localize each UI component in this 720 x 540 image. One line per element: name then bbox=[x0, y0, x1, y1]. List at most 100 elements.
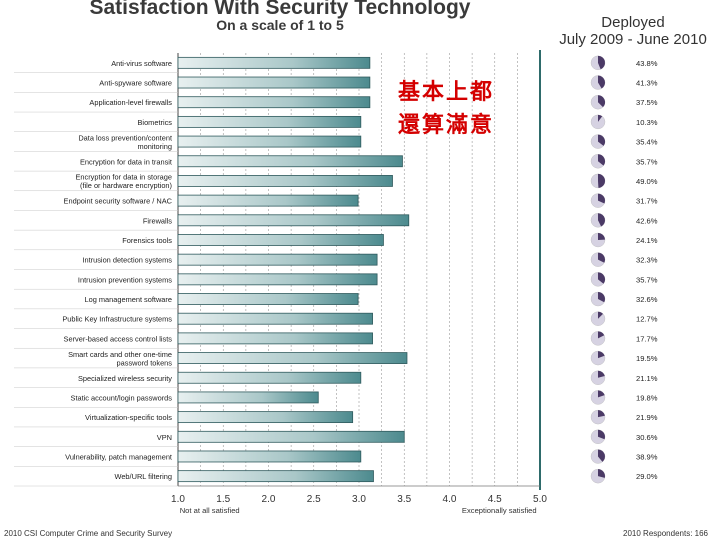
x-label-low: Not at all satisfied bbox=[180, 506, 240, 515]
bar bbox=[177, 96, 371, 109]
pie-slice bbox=[598, 292, 605, 303]
x-label-high: Exceptionally satisfied bbox=[462, 506, 537, 515]
deployed-percentage: 10.3% bbox=[636, 118, 658, 127]
deployed-header-line2: July 2009 - June 2010 bbox=[559, 31, 707, 48]
category-label: Web/URL filtering bbox=[114, 472, 172, 481]
deployed-percentage: 12.7% bbox=[636, 315, 658, 324]
deployed-percentage: 24.1% bbox=[636, 236, 658, 245]
pie-slice bbox=[598, 154, 606, 166]
x-tick-label: 5.0 bbox=[533, 494, 547, 505]
bar bbox=[177, 76, 371, 89]
category-label: Anti-virus software bbox=[111, 59, 172, 68]
pie-slice bbox=[598, 213, 606, 227]
deployed-percentage: 38.9% bbox=[636, 452, 658, 461]
deployed-percentage: 37.5% bbox=[636, 98, 658, 107]
category-label: Smart cards and other one-time password t… bbox=[68, 350, 172, 368]
pie-slice bbox=[598, 75, 606, 89]
pie-slice bbox=[598, 272, 606, 284]
deployed-percentage: 19.5% bbox=[636, 354, 658, 363]
deployed-percentage: 41.3% bbox=[636, 79, 658, 88]
category-label: Static account/login passwords bbox=[71, 393, 173, 402]
x-tick-label: 4.5 bbox=[488, 494, 502, 505]
bar bbox=[177, 175, 393, 187]
bar bbox=[177, 155, 403, 168]
annotation-line2: 還算滿意 bbox=[398, 112, 495, 138]
deployed-percentage: 35.4% bbox=[636, 138, 658, 147]
bar bbox=[177, 194, 359, 207]
pie-slice bbox=[598, 449, 605, 462]
chart-title: Satisfaction With Security Technology bbox=[89, 0, 471, 19]
pie-slice bbox=[598, 410, 605, 418]
bar bbox=[177, 115, 362, 128]
deployed-header-line1: Deployed bbox=[601, 14, 665, 31]
bar bbox=[177, 56, 371, 69]
x-tick-label: 3.5 bbox=[397, 494, 411, 505]
bar bbox=[177, 253, 378, 266]
annotation-line1: 基本上都 bbox=[398, 79, 495, 105]
category-label: Anti-spyware software bbox=[99, 79, 172, 88]
bar bbox=[177, 293, 359, 305]
deployed-percentage: 29.0% bbox=[636, 472, 658, 481]
category-label: VPN bbox=[157, 433, 172, 442]
pie-slice bbox=[598, 351, 605, 359]
deployed-percentage: 17.7% bbox=[636, 334, 658, 343]
deployed-percentage: 19.8% bbox=[636, 393, 658, 402]
deployed-percentage: 30.6% bbox=[636, 433, 658, 442]
category-label: Data loss prevention/content monitoring bbox=[78, 133, 172, 151]
x-tick-label: 3.0 bbox=[352, 494, 366, 505]
bar bbox=[177, 450, 362, 463]
deployed-percentage: 35.7% bbox=[636, 157, 658, 166]
pie-slice bbox=[598, 390, 605, 398]
bar bbox=[177, 214, 410, 227]
x-tick-label: 4.0 bbox=[443, 494, 457, 505]
category-label: Server-based access control lists bbox=[64, 334, 173, 343]
pie-slice bbox=[598, 193, 605, 204]
chinese-annotation: 基本上都 還算滿意 bbox=[398, 76, 494, 142]
bar bbox=[177, 391, 319, 404]
category-label: Endpoint security software / NAC bbox=[64, 197, 173, 206]
pie-slice bbox=[598, 429, 605, 440]
deployed-percentage: 43.8% bbox=[636, 59, 658, 68]
pie-slice bbox=[598, 469, 605, 478]
bar bbox=[177, 312, 373, 325]
source-footer: 2010 CSI Computer Crime and Security Sur… bbox=[4, 529, 173, 538]
category-label: Biometrics bbox=[138, 118, 173, 127]
x-tick-label: 1.5 bbox=[216, 494, 230, 505]
x-tick-label: 2.0 bbox=[262, 494, 276, 505]
pie-slice bbox=[598, 370, 605, 378]
category-label: Encryption for data in storage (file or h… bbox=[75, 173, 172, 191]
deployed-percentage: 35.7% bbox=[636, 275, 658, 284]
category-label: Application-level firewalls bbox=[89, 98, 172, 107]
bar bbox=[177, 470, 374, 483]
category-label: Log management software bbox=[84, 295, 172, 304]
x-tick-label: 1.0 bbox=[171, 494, 185, 505]
pie-slice bbox=[598, 55, 606, 70]
bar bbox=[177, 234, 384, 246]
category-label: Intrusion detection systems bbox=[82, 256, 172, 265]
bar bbox=[177, 332, 373, 345]
deployed-percentage: 32.3% bbox=[636, 256, 658, 265]
category-label: Vulnerability, patch management bbox=[65, 452, 172, 461]
chart-subtitle: On a scale of 1 to 5 bbox=[216, 17, 344, 33]
category-label: Firewalls bbox=[143, 216, 172, 225]
pie-slice bbox=[598, 95, 606, 108]
bar bbox=[177, 352, 408, 364]
category-label: Virtualization-specific tools bbox=[85, 413, 172, 422]
bar bbox=[177, 411, 354, 424]
category-label: Forensics tools bbox=[122, 236, 172, 245]
pie-slice bbox=[598, 252, 605, 263]
deployed-percentage: 31.7% bbox=[636, 197, 658, 206]
deployed-percentage: 21.1% bbox=[636, 374, 658, 383]
category-label: Specialized wireless security bbox=[78, 374, 172, 383]
bar bbox=[177, 135, 362, 148]
category-label: Intrusion prevention systems bbox=[78, 275, 172, 284]
deployed-percentage: 32.6% bbox=[636, 295, 658, 304]
pie-slice bbox=[598, 311, 604, 319]
pie-slice bbox=[598, 134, 606, 146]
bar bbox=[177, 430, 405, 443]
pie-slice bbox=[598, 331, 605, 339]
pie-slice bbox=[598, 114, 603, 122]
respondents-footer: 2010 Respondents: 166 bbox=[623, 529, 708, 538]
category-label: Public Key Infrastructure systems bbox=[62, 315, 172, 324]
